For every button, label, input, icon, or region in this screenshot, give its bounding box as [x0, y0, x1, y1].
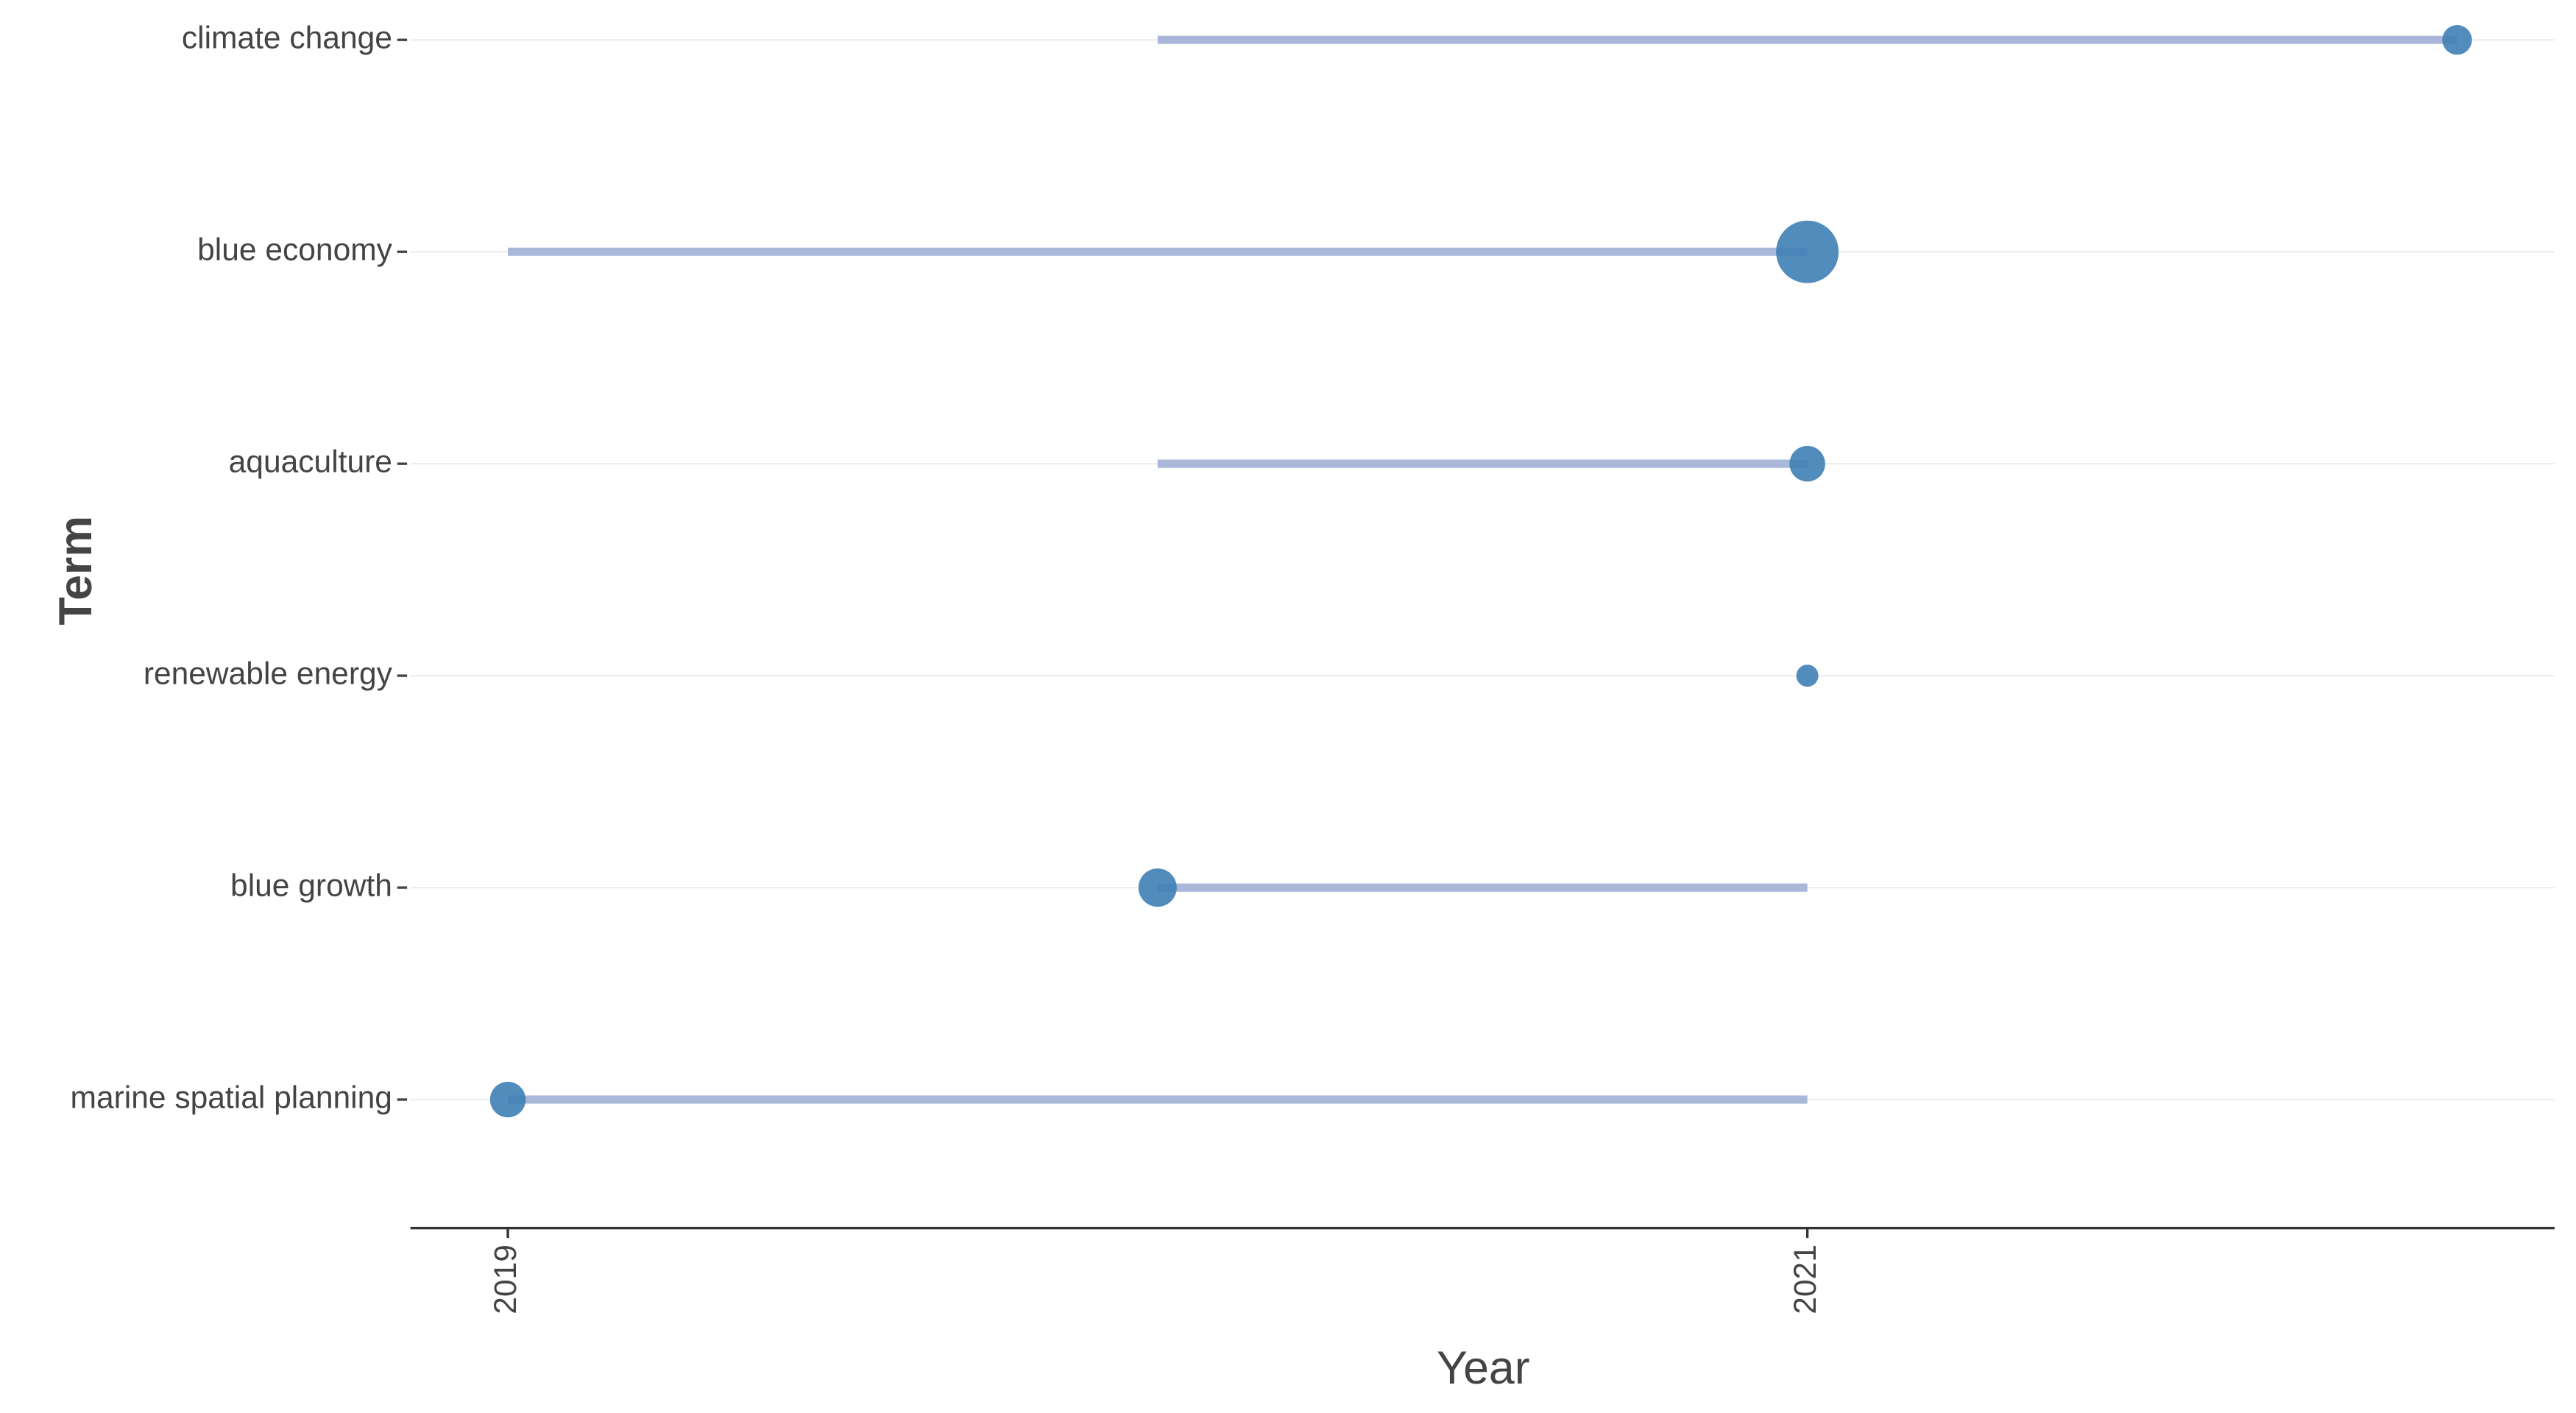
x-axis-title: Year: [1437, 1342, 1530, 1394]
y-tick-label: marine spatial planning: [71, 1080, 392, 1115]
y-tick-label: climate change: [182, 20, 392, 55]
x-tick-label: 2019: [488, 1244, 523, 1314]
median-dot: [1776, 220, 1839, 283]
y-tick-label: renewable energy: [144, 656, 393, 691]
x-tick-label: 2021: [1788, 1244, 1823, 1314]
y-tick-label: blue economy: [197, 232, 393, 267]
y-axis-title: Term: [50, 516, 102, 626]
y-tick-label: aquaculture: [229, 444, 392, 479]
median-dot: [1789, 445, 1825, 482]
median-dot: [1796, 665, 1819, 687]
median-dot: [1138, 868, 1177, 907]
median-dot: [489, 1081, 526, 1118]
y-tick-label: blue growth: [230, 868, 392, 903]
median-dot: [2442, 25, 2472, 55]
